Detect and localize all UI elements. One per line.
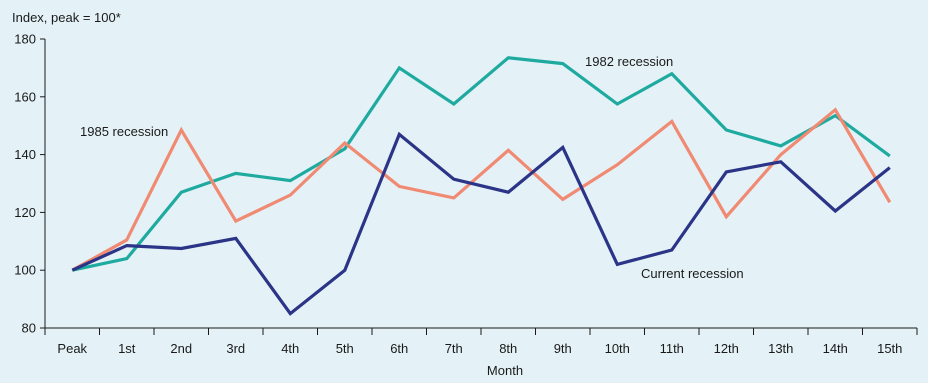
x-tick-label: 13th	[768, 341, 793, 356]
x-tick-label: 3rd	[226, 341, 245, 356]
x-tick-label: 11th	[660, 341, 684, 356]
y-tick-label: 160	[14, 89, 36, 104]
x-tick-label: 5th	[336, 341, 354, 356]
x-tick-label: 4th	[281, 341, 299, 356]
y-tick-label: 100	[14, 263, 36, 278]
y-tick-label: 80	[22, 321, 36, 336]
x-tick-label: 1st	[118, 341, 136, 356]
x-tick-label: 12th	[714, 341, 739, 356]
x-axis-title: Month	[487, 363, 523, 378]
x-tick-label: 14th	[823, 341, 848, 356]
annotation-current-recession: Current recession	[641, 266, 744, 281]
annotation-1985-recession: 1985 recession	[80, 124, 168, 139]
x-tick-label: 15th	[877, 341, 902, 356]
series-line-1982-recession	[71, 56, 891, 272]
x-tick-label: 7th	[445, 341, 463, 356]
series-line-1985-recession	[71, 107, 892, 272]
x-tick-label: Peak	[57, 341, 87, 356]
x-tick-label: 6th	[390, 341, 408, 356]
y-tick-label: 180	[14, 32, 36, 47]
y-tick-label: 140	[14, 147, 36, 162]
y-axis-title: Index, peak = 100*	[12, 10, 121, 25]
x-tick-label: 10th	[605, 341, 630, 356]
x-tick-label: 8th	[499, 341, 517, 356]
x-tick-label: 2nd	[170, 341, 192, 356]
y-axis: 80 100 120 140 160 180	[14, 32, 46, 336]
y-tick-label: 120	[14, 205, 36, 220]
annotation-1982-recession: 1982 recession	[585, 54, 673, 69]
series-layer	[71, 56, 892, 316]
series-line-current-recession	[71, 131, 891, 316]
x-tick-label: 9th	[554, 341, 572, 356]
x-axis: Peak 1st 2nd 3rd 4th 5th 6th 7th 8th 9th 10th 11th 1…	[44, 327, 918, 356]
